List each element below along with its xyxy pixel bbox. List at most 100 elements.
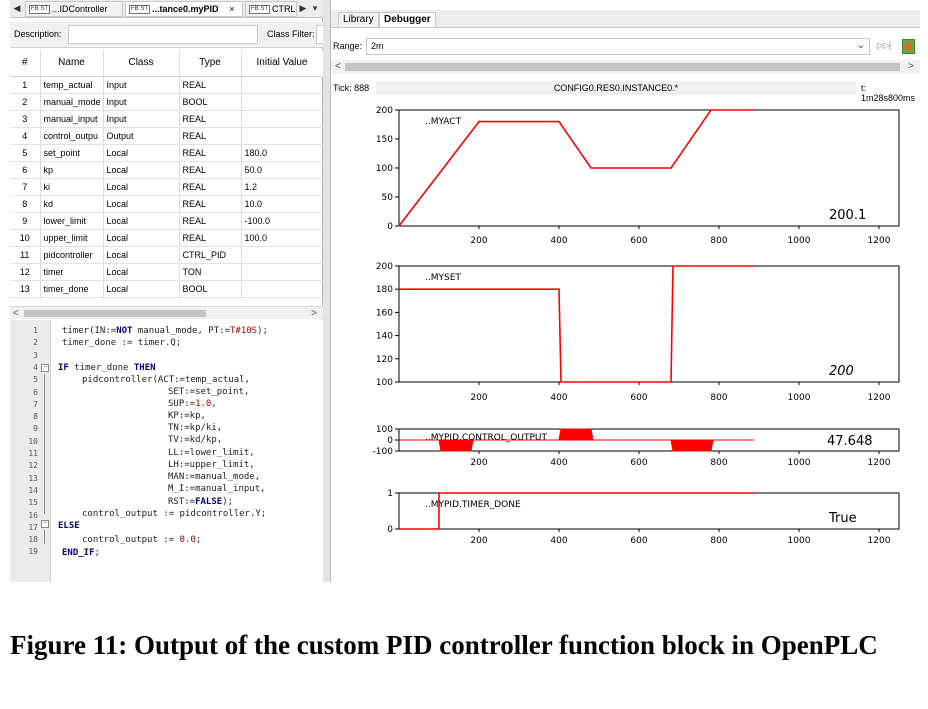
variable-name[interactable]: timer bbox=[40, 263, 104, 281]
structured-text-editor[interactable]: 1 2 3 4 5 6 7 8 9 10 11 12 13 14 15 16 17 18 19 − − timer(… bbox=[10, 320, 323, 582]
scroll-right-icon[interactable]: > bbox=[908, 61, 914, 72]
variable-class[interactable]: Input bbox=[103, 110, 180, 128]
variable-name[interactable]: kd bbox=[40, 195, 104, 213]
variable-type[interactable]: REAL bbox=[179, 127, 242, 145]
variable-name[interactable]: pidcontroller bbox=[40, 246, 104, 264]
table-row[interactable]: 1 temp_actual Input REAL bbox=[10, 76, 324, 94]
variable-type[interactable]: REAL bbox=[179, 76, 242, 94]
variable-class[interactable]: Local bbox=[103, 161, 180, 179]
range-dropdown[interactable]: 2m ⌄ bbox=[366, 38, 870, 55]
column-header[interactable]: Name bbox=[40, 50, 104, 77]
initial-value[interactable]: 100.0 bbox=[241, 229, 324, 247]
initial-value[interactable]: 1.2 bbox=[241, 178, 324, 196]
variable-type[interactable]: REAL bbox=[179, 110, 242, 128]
column-header[interactable]: Initial Value bbox=[241, 50, 324, 77]
table-row[interactable]: 7 ki Local REAL 1.2 bbox=[10, 178, 324, 196]
variable-name[interactable]: manual_mode bbox=[40, 93, 104, 111]
variable-name[interactable]: lower_limit bbox=[40, 212, 104, 230]
fast-forward-icon[interactable]: ▷▷| bbox=[877, 40, 891, 50]
variable-name[interactable]: kp bbox=[40, 161, 104, 179]
initial-value[interactable]: -100.0 bbox=[241, 212, 324, 230]
table-horizontal-scrollbar[interactable]: < > bbox=[10, 306, 323, 319]
variable-class[interactable]: Local bbox=[103, 280, 180, 298]
variable-class[interactable]: Local bbox=[103, 263, 180, 281]
scroll-left-icon[interactable]: < bbox=[13, 308, 19, 319]
variable-type[interactable]: BOOL bbox=[179, 280, 242, 298]
export-graph-icon[interactable] bbox=[902, 39, 915, 54]
initial-value[interactable] bbox=[241, 280, 324, 298]
initial-value[interactable] bbox=[241, 110, 324, 128]
table-row[interactable]: 11 pidcontroller Local CTRL_PID bbox=[10, 246, 324, 264]
tab-next-icon[interactable]: ▶ bbox=[299, 3, 307, 13]
table-row[interactable]: 4 control_outpu Output REAL bbox=[10, 127, 324, 145]
close-tab-icon[interactable]: × bbox=[229, 4, 235, 14]
scrollbar-thumb[interactable] bbox=[345, 63, 900, 71]
initial-value[interactable]: 180.0 bbox=[241, 144, 324, 162]
variable-type[interactable]: REAL bbox=[179, 229, 242, 247]
initial-value[interactable] bbox=[241, 263, 324, 281]
fold-toggle-icon[interactable]: − bbox=[41, 520, 49, 528]
tab-library[interactable]: Library bbox=[338, 12, 379, 28]
variable-class[interactable]: Local bbox=[103, 212, 180, 230]
variable-type[interactable]: REAL bbox=[179, 178, 242, 196]
variable-name[interactable]: set_point bbox=[40, 144, 104, 162]
table-row[interactable]: 9 lower_limit Local REAL -100.0 bbox=[10, 212, 324, 230]
variable-name[interactable]: manual_input bbox=[40, 110, 104, 128]
variable-type[interactable]: BOOL bbox=[179, 93, 242, 111]
variable-class[interactable]: Output bbox=[103, 127, 180, 145]
pane-splitter[interactable] bbox=[323, 0, 331, 582]
scrollbar-thumb[interactable] bbox=[24, 310, 206, 317]
initial-value[interactable] bbox=[241, 76, 324, 94]
variable-name[interactable]: timer_done bbox=[40, 280, 104, 298]
column-header[interactable]: Type bbox=[179, 50, 242, 77]
tab-prev-icon[interactable]: ◀ bbox=[13, 3, 21, 13]
tab-instance-mypid[interactable]: FB ST ...tance0.myPID × bbox=[125, 1, 243, 17]
variable-type[interactable]: REAL bbox=[179, 212, 242, 230]
table-row[interactable]: 13 timer_done Local BOOL bbox=[10, 280, 324, 298]
tab-pid-controller[interactable]: FB ST ...IDController bbox=[25, 1, 123, 17]
tab-debugger[interactable]: Debugger bbox=[379, 12, 436, 28]
table-row[interactable]: 3 manual_input Input REAL bbox=[10, 110, 324, 128]
variable-class[interactable]: Input bbox=[103, 93, 180, 111]
table-row[interactable]: 10 upper_limit Local REAL 100.0 bbox=[10, 229, 324, 247]
column-header[interactable]: # bbox=[10, 50, 41, 77]
time-scrollbar[interactable]: < > bbox=[331, 60, 920, 74]
variable-type[interactable]: TON bbox=[179, 263, 242, 281]
variable-name[interactable]: ki bbox=[40, 178, 104, 196]
initial-value[interactable] bbox=[241, 93, 324, 111]
description-field[interactable] bbox=[68, 25, 258, 44]
table-row[interactable]: 2 manual_mode Input BOOL bbox=[10, 93, 324, 111]
table-row[interactable]: 5 set_point Local REAL 180.0 bbox=[10, 144, 324, 162]
variable-class[interactable]: Input bbox=[103, 76, 180, 94]
variable-type[interactable]: REAL bbox=[179, 195, 242, 213]
code-line: timer(IN:=NOT manual_mode, PT:=T#10S); bbox=[62, 326, 268, 336]
scroll-right-icon[interactable]: > bbox=[311, 308, 317, 319]
variable-type[interactable]: REAL bbox=[179, 144, 242, 162]
table-row[interactable]: 12 timer Local TON bbox=[10, 263, 324, 281]
initial-value[interactable] bbox=[241, 127, 324, 145]
scroll-left-icon[interactable]: < bbox=[335, 61, 341, 72]
code-line: LH:=upper_limit, bbox=[168, 460, 255, 470]
function-block-icon: FB ST bbox=[129, 5, 151, 15]
initial-value[interactable] bbox=[241, 246, 324, 264]
variable-class[interactable]: Local bbox=[103, 229, 180, 247]
column-header[interactable]: Class bbox=[103, 50, 180, 77]
variable-class[interactable]: Local bbox=[103, 178, 180, 196]
variable-class[interactable]: Local bbox=[103, 144, 180, 162]
variable-name[interactable]: control_outpu bbox=[40, 127, 104, 145]
variable-class[interactable]: Local bbox=[103, 246, 180, 264]
initial-value[interactable]: 50.0 bbox=[241, 161, 324, 179]
x-tick-label: 200 bbox=[470, 536, 487, 546]
tab-ctrl[interactable]: FB ST CTRL bbox=[245, 1, 297, 17]
initial-value[interactable]: 10.0 bbox=[241, 195, 324, 213]
tab-menu-icon[interactable]: ▾ bbox=[312, 3, 318, 13]
table-row[interactable]: 8 kd Local REAL 10.0 bbox=[10, 195, 324, 213]
code-line: ELSE bbox=[58, 521, 80, 531]
variable-type[interactable]: REAL bbox=[179, 161, 242, 179]
table-row[interactable]: 6 kp Local REAL 50.0 bbox=[10, 161, 324, 179]
variable-name[interactable]: temp_actual bbox=[40, 76, 104, 94]
fold-toggle-icon[interactable]: − bbox=[41, 364, 49, 372]
variable-name[interactable]: upper_limit bbox=[40, 229, 104, 247]
variable-class[interactable]: Local bbox=[103, 195, 180, 213]
variable-type[interactable]: CTRL_PID bbox=[179, 246, 242, 264]
